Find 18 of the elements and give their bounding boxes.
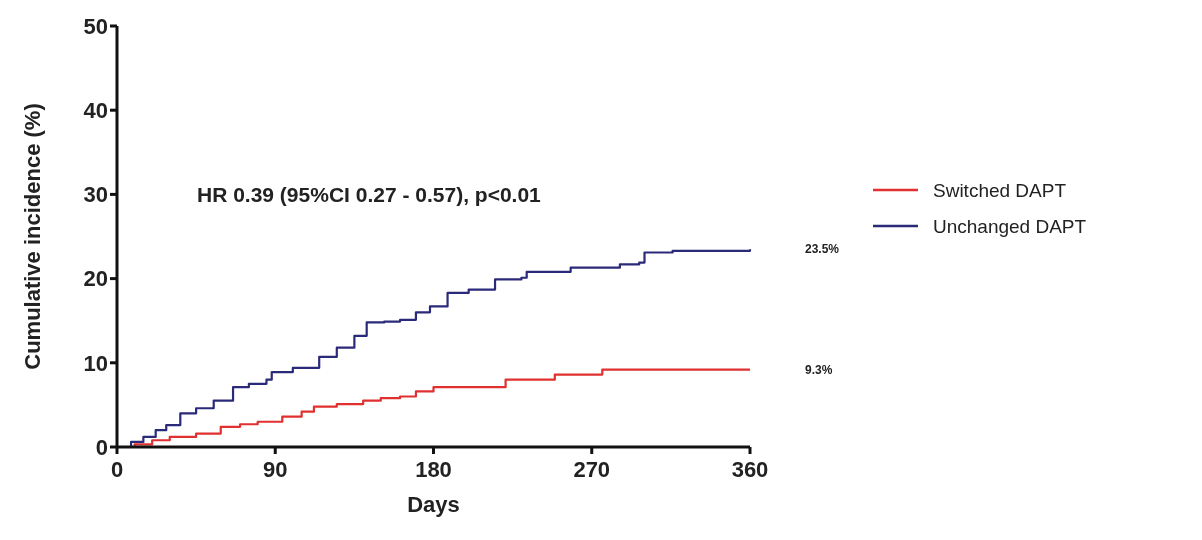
x-tick-label: 90 (263, 457, 288, 482)
x-tick-label: 360 (731, 457, 769, 482)
y-tick-label: 30 (83, 182, 108, 208)
annotation: HR 0.39 (95%CI 0.27 - 0.57), p<0.01 (197, 183, 542, 207)
x-tick-label: 180 (415, 457, 452, 482)
y-tick-label: 10 (83, 350, 108, 376)
y-axis-title: Cumulative incidence (%) (20, 103, 45, 370)
y-tick-label: 40 (83, 97, 108, 123)
x-axis-title: Days (407, 492, 460, 517)
x-tick-label: 0 (110, 457, 124, 482)
y-tick-label: 0 (95, 434, 108, 460)
y-tick-label: 50 (83, 13, 108, 39)
y-tick-label: 20 (83, 266, 108, 292)
text: 23.5% (805, 242, 840, 257)
legend-label: Switched DAPT (933, 179, 1067, 201)
x-tick-label: 270 (573, 457, 611, 482)
legend-label: Unchanged DAPT (933, 215, 1087, 237)
text: 9.3% (805, 362, 833, 377)
